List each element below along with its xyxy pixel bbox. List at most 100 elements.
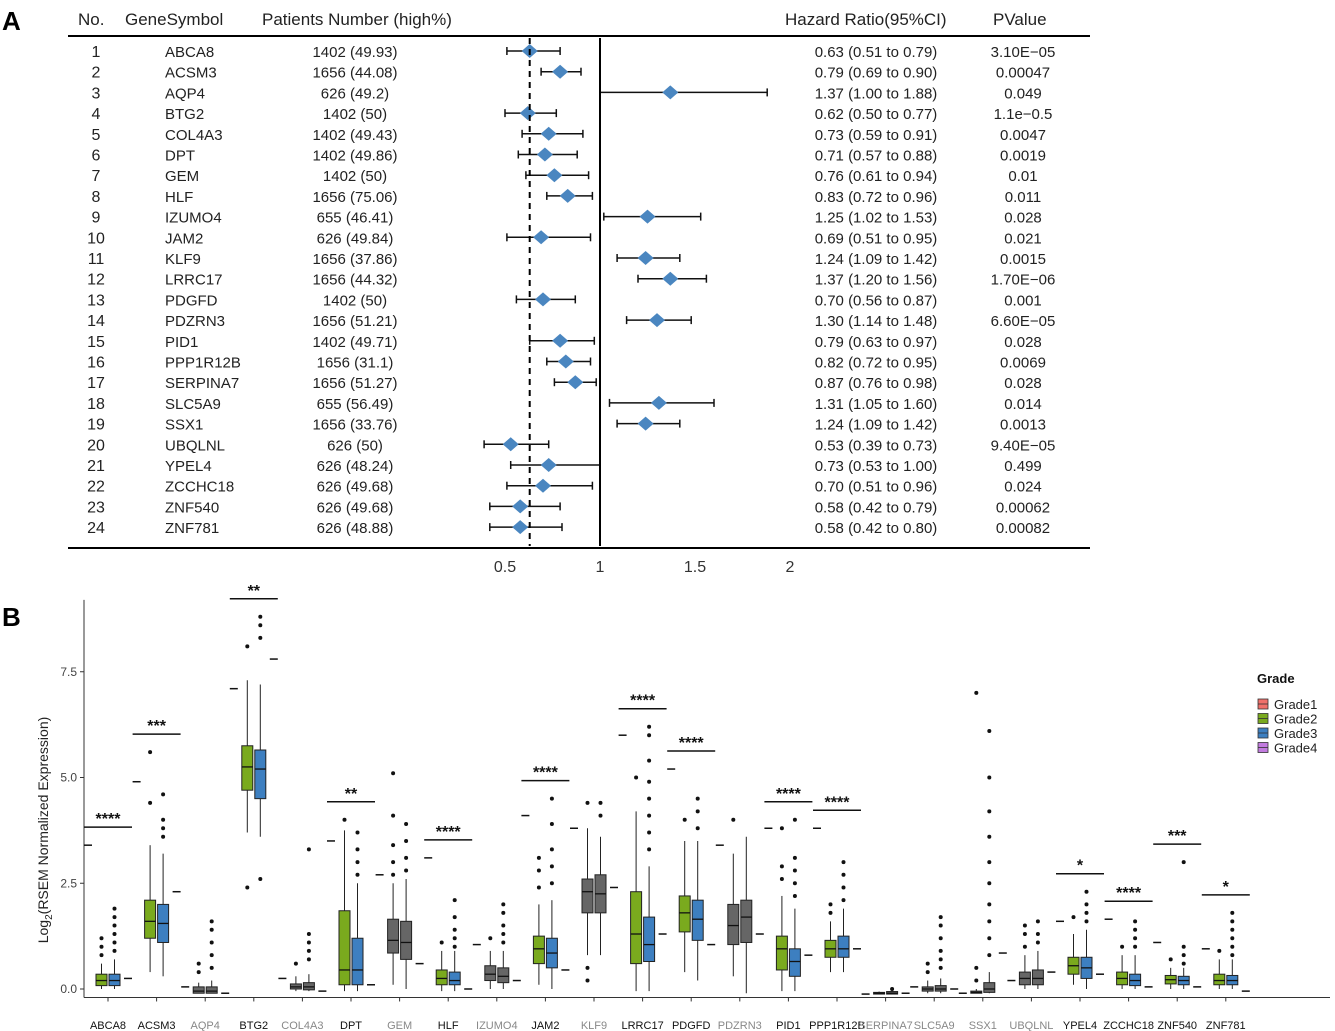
hazard-ratio-text: 1.25 (1.02 to 1.53)	[815, 210, 938, 227]
outlier-point	[1217, 948, 1222, 953]
hr-diamond	[662, 85, 679, 100]
outlier-point	[404, 838, 409, 843]
box-grade2	[484, 936, 497, 989]
significance-stars: ***	[1168, 828, 1187, 845]
p-value: 0.0019	[1000, 148, 1046, 165]
patients-number: 1402 (49.71)	[312, 334, 397, 351]
outlier-point	[890, 987, 895, 991]
box-body	[532, 935, 545, 965]
gene-symbol: SERPINA7	[165, 375, 239, 392]
box-body	[448, 971, 461, 986]
outlier-point	[987, 902, 992, 907]
outlier-point	[1133, 927, 1138, 932]
box-grade3	[1031, 919, 1044, 989]
box-body	[691, 899, 704, 941]
outlier-point	[536, 868, 541, 873]
p-value: 0.028	[1004, 210, 1042, 227]
box-body	[387, 918, 400, 954]
legend-label: Grade2	[1274, 712, 1317, 727]
outlier-point	[695, 809, 700, 814]
hr-diamond	[649, 313, 665, 328]
box-body	[338, 910, 351, 986]
gene-group: *	[1056, 858, 1104, 989]
legend-label: Grade3	[1274, 726, 1317, 741]
patients-number: 626 (49.84)	[317, 230, 394, 247]
hr-diamond	[512, 520, 529, 535]
forest-row: 5 COL4A3 1402 (49.43) 0.73 (0.59 to 0.91) 0.…	[92, 126, 1046, 144]
hr-diamond	[533, 230, 550, 245]
forest-header-4: PValue	[993, 10, 1047, 29]
outlier-point	[974, 978, 979, 983]
outlier-point	[391, 771, 396, 776]
p-value: 0.00082	[996, 520, 1050, 537]
p-value: 1.1e−0.5	[994, 106, 1053, 123]
patients-number: 655 (56.49)	[317, 396, 394, 413]
boxplot-groups: ******************************* *********…	[84, 583, 1250, 995]
outlier-point	[196, 961, 201, 966]
gene-group	[958, 690, 1007, 994]
outlier-point	[1230, 927, 1235, 932]
p-value: 0.0069	[1000, 355, 1046, 372]
box-grade3	[594, 800, 607, 956]
row-number: 7	[92, 168, 101, 185]
outlier-point	[391, 860, 396, 865]
outlier-point	[974, 965, 979, 970]
gene-symbol: PDZRN3	[165, 313, 225, 330]
box-body	[837, 935, 850, 958]
hazard-ratio-text: 0.73 (0.59 to 0.91)	[815, 127, 938, 144]
outlier-point	[342, 817, 347, 822]
box-grade3	[1129, 919, 1142, 989]
x-tick-label: JAM2	[531, 1020, 559, 1031]
outlier-point	[1120, 944, 1125, 949]
x-tick-label: ZNF540	[1157, 1020, 1197, 1031]
box-grade2	[387, 771, 400, 985]
box-body	[1031, 969, 1044, 986]
x-tick-label: AQP4	[191, 1020, 220, 1031]
patients-number: 626 (49.68)	[317, 499, 394, 516]
gene-group	[181, 919, 230, 994]
gene-group	[861, 987, 910, 995]
outlier-point	[549, 881, 554, 886]
hazard-ratio-text: 0.69 (0.51 to 0.95)	[815, 230, 938, 247]
forest-tick-label: 0.5	[494, 559, 516, 576]
box-body	[144, 899, 157, 939]
hr-diamond	[650, 395, 667, 410]
forest-row: 2 ACSM3 1656 (44.08) 0.79 (0.69 to 0.90) 0.0…	[92, 64, 1050, 82]
hazard-ratio-text: 1.31 (1.05 to 1.60)	[815, 396, 938, 413]
row-number: 21	[87, 458, 105, 475]
forest-row: 21 YPEL4 626 (48.24) 0.73 (0.53 to 1.00) 0.4…	[87, 458, 1042, 475]
patients-number: 1402 (50)	[323, 292, 387, 309]
gene-group: ****	[764, 786, 813, 992]
x-tick-label: HLF	[438, 1020, 459, 1031]
box-grade3	[691, 796, 704, 981]
box-grade3	[837, 860, 850, 973]
outlier-point	[828, 902, 833, 907]
box-body	[351, 937, 364, 986]
outlier-point	[161, 792, 166, 797]
outlier-point	[161, 826, 166, 831]
outlier-point	[1084, 919, 1089, 924]
outlier-point	[585, 965, 590, 970]
row-number: 24	[87, 520, 105, 537]
row-number: 4	[92, 106, 101, 123]
outlier-point	[938, 936, 943, 941]
outlier-point	[355, 847, 360, 852]
p-value: 0.01	[1008, 168, 1037, 185]
x-tick-label: SERPINA7	[858, 1020, 912, 1031]
row-number: 19	[87, 417, 105, 434]
outlier-point	[245, 885, 250, 890]
p-value: 9.40E−05	[991, 437, 1056, 454]
gene-symbol: ABCA8	[165, 44, 214, 61]
outlier-point	[209, 919, 214, 924]
x-tick-label: KLF9	[581, 1020, 607, 1031]
outlier-point	[987, 953, 992, 958]
x-tick-label: DPT	[340, 1020, 362, 1031]
hazard-ratio-text: 0.58 (0.42 to 0.79)	[815, 499, 938, 516]
hazard-ratio-text: 0.82 (0.72 to 0.95)	[815, 355, 938, 372]
hr-diamond	[637, 416, 654, 431]
box-grade3	[643, 724, 656, 992]
hazard-ratio-text: 1.37 (1.20 to 1.56)	[815, 272, 938, 289]
legend-label: Grade4	[1274, 741, 1317, 756]
legend-item: Grade1	[1257, 697, 1317, 712]
